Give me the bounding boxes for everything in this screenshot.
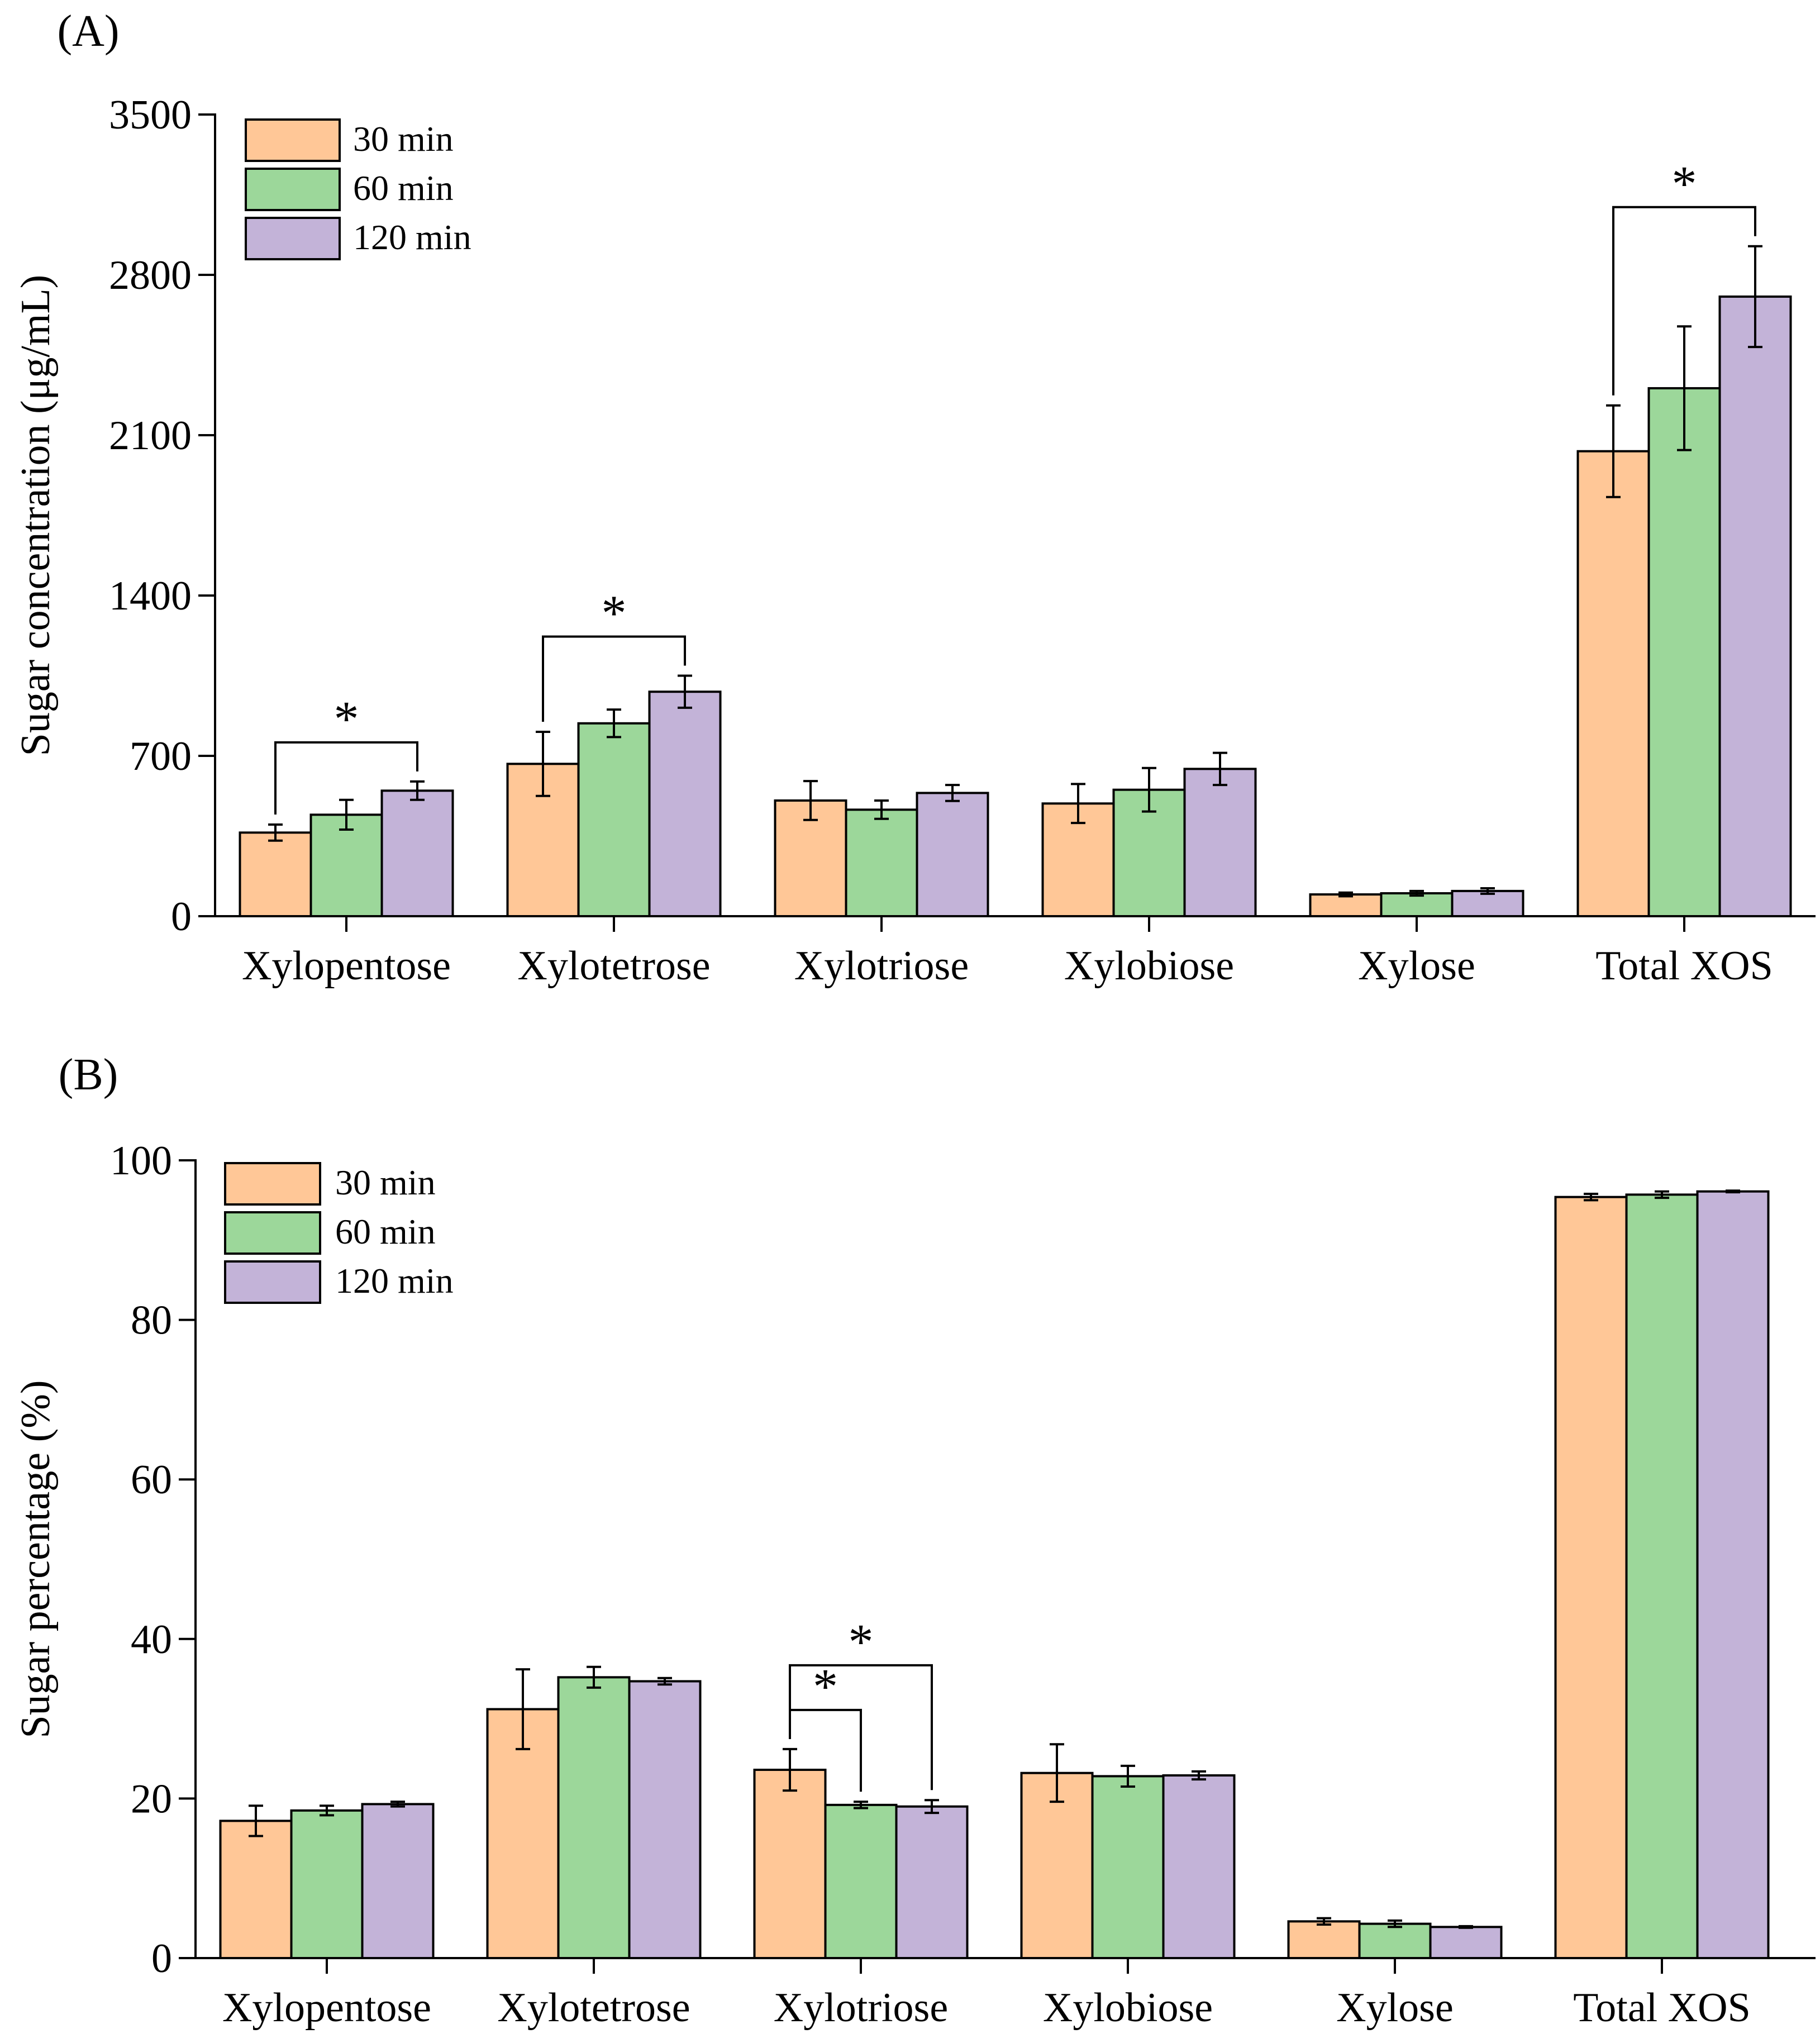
panel-a-y-tick-label: 2100 — [109, 413, 192, 459]
panel-b-panel-label: (B) — [59, 1050, 118, 1099]
panel-b-bar — [824, 1803, 898, 1959]
panel-a-x-tick-label: Xylopentose — [242, 943, 451, 989]
panel-a-bar — [1183, 768, 1257, 917]
panel-a-significance-bracket — [274, 741, 418, 815]
panel-b-x-tick-label: Xylotriose — [774, 1985, 948, 2031]
panel-a-bar — [1309, 893, 1383, 918]
panel-b-bar — [1020, 1771, 1094, 1960]
panel-a-y-tick-label: 1400 — [109, 573, 192, 619]
panel-b-y-tick-label: 40 — [131, 1617, 172, 1663]
panel-a-bar — [1647, 387, 1721, 917]
panel-b-x-tick-label: Xylobiose — [1043, 1985, 1213, 2031]
panel-b-bar — [1429, 1926, 1503, 1960]
panel-b-legend-label: 30 min — [335, 1163, 436, 1202]
panel-b-y-tick-label: 80 — [131, 1298, 172, 1344]
panel-a-bar — [845, 808, 918, 917]
panel-a-significance-star: * — [334, 692, 359, 747]
panel-a-x-tick-label: Xylobiose — [1064, 943, 1234, 989]
panel-a-y-tick-label: 3500 — [109, 92, 192, 138]
panel-b-bar — [219, 1820, 293, 1960]
panel-a-legend-swatch — [245, 118, 341, 162]
panel-b-x-tick-label: Xylopentose — [222, 1985, 431, 2031]
panel-b-legend-label: 60 min — [335, 1212, 436, 1251]
panel-a-bar — [1041, 802, 1115, 918]
panel-a-bar — [1718, 295, 1792, 918]
panel-b-bar — [1287, 1920, 1361, 1960]
panel-a-bar — [380, 789, 454, 917]
panel-a-bar — [1380, 892, 1454, 917]
panel-a-panel-label: (A) — [57, 7, 119, 56]
panel-b-significance-star: * — [849, 1615, 874, 1670]
panel-b-significance-star: * — [813, 1659, 838, 1715]
panel-b-x-tick-label: Total XOS — [1573, 1985, 1751, 2031]
panel-a-x-tick-label: Xylotriose — [794, 943, 969, 989]
panel-a-y-tick-label: 700 — [130, 734, 192, 779]
panel-a-bar — [1576, 450, 1650, 917]
panel-a-significance-star: * — [602, 586, 627, 641]
panel-b-x-tick-label: Xylotetrose — [497, 1985, 690, 2031]
panel-a-bar — [1451, 889, 1524, 918]
panel-b-x-tick-label: Xylose — [1336, 1985, 1454, 2031]
panel-b-bar — [1358, 1922, 1432, 1959]
panel-b-bar — [1625, 1193, 1699, 1959]
panel-b-y-tick-label: 100 — [110, 1138, 172, 1184]
panel-a-x-tick-label: Xylose — [1358, 943, 1475, 989]
panel-a-legend-swatch — [245, 217, 341, 260]
panel-b-bar — [1162, 1774, 1236, 1960]
panel-a-significance-star: * — [1672, 156, 1697, 212]
panel-b-bar — [1091, 1775, 1165, 1960]
panel-a-y-tick-label: 2800 — [109, 253, 192, 298]
panel-a-legend-label: 30 min — [353, 119, 454, 159]
panel-b-legend-label: 120 min — [335, 1261, 454, 1301]
panel-a-x-tick-label: Total XOS — [1595, 943, 1773, 989]
panel-b-chart: (B) 0 20 40 60 80 100 Sugar percentage (%) Xylop… — [13, 1050, 1816, 2031]
panel-b-y-axis-title: Sugar percentage (%) — [13, 1380, 59, 1739]
panel-b-bar — [361, 1803, 435, 1959]
panel-b-bar — [557, 1676, 631, 1959]
panel-b-y-tick-label: 0 — [151, 1936, 172, 1982]
panel-a-bar — [916, 792, 989, 918]
panel-b-bar — [290, 1809, 364, 1960]
panel-a-y-axis-title: Sugar concentration (μg/mL) — [13, 275, 59, 756]
panel-b-legend-swatch — [224, 1260, 321, 1304]
panel-a-legend-swatch — [245, 168, 341, 211]
panel-b-y-tick-label: 60 — [131, 1457, 172, 1503]
panel-b-significance-bracket — [789, 1664, 933, 1790]
panel-b-bar — [1554, 1196, 1628, 1959]
panel-a-significance-bracket — [542, 635, 686, 722]
panel-a-bar — [577, 722, 651, 918]
panel-b-bar — [628, 1680, 702, 1959]
panel-a-legend-label: 120 min — [353, 217, 471, 257]
panel-b-y-tick-label: 20 — [131, 1776, 172, 1822]
panel-a-legend-label: 60 min — [353, 168, 454, 208]
panel-a-x-tick-label: Xylotetrose — [517, 943, 710, 989]
panel-b-bar — [895, 1805, 969, 1959]
panel-a-significance-bracket — [1612, 206, 1756, 396]
panel-a-chart: (A) 0 700 1400 2100 2800 3500 Sugar concentrati… — [13, 7, 1816, 989]
panel-a-bar — [648, 690, 722, 917]
panel-b-legend-swatch — [224, 1162, 321, 1206]
panel-b-bar — [1696, 1190, 1770, 1959]
panel-b-bar — [753, 1768, 827, 1959]
panel-b-legend-swatch — [224, 1211, 321, 1255]
panel-a-y-tick-label: 0 — [171, 894, 192, 940]
panel-a-bar — [309, 813, 383, 917]
panel-a-bar — [239, 831, 312, 917]
